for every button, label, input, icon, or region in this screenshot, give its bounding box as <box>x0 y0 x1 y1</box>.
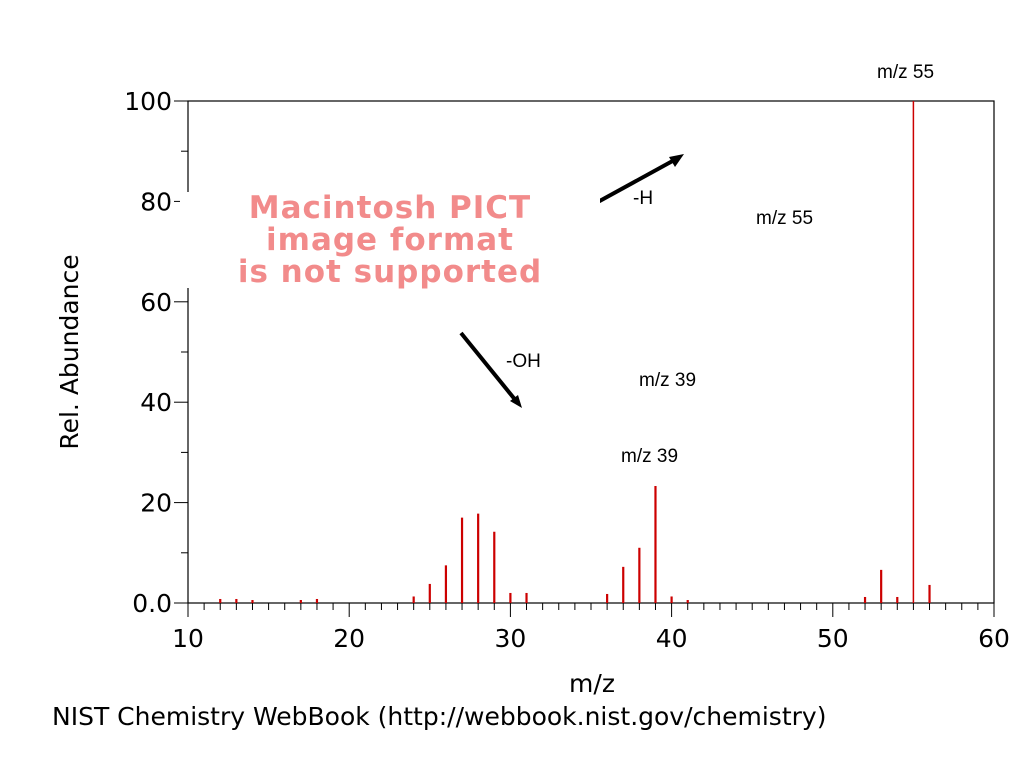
x-ticks-group: 10 20 30 40 50 60 <box>172 603 1010 653</box>
placeholder-line-2: image format <box>266 222 514 258</box>
y-tick-label: 20 <box>140 489 172 518</box>
y-axis-label: Rel. Abundance <box>55 254 84 449</box>
unsupported-image-placeholder: Macintosh PICT image format is not suppo… <box>180 192 600 288</box>
x-tick-label: 50 <box>817 624 849 653</box>
x-tick-label: 20 <box>333 624 365 653</box>
x-tick-label: 60 <box>978 624 1010 653</box>
arrow-head-minus-oh <box>510 395 522 408</box>
x-axis-label: m/z <box>569 669 615 698</box>
y-tick-label: 100 <box>124 87 172 116</box>
arrow-minus-h <box>595 156 679 205</box>
annotation-mz55-mid: m/z 55 <box>756 208 814 229</box>
footer-credit: NIST Chemistry WebBook (http://webbook.n… <box>52 702 827 731</box>
placeholder-line-1: Macintosh PICT <box>248 190 532 226</box>
arrow-head-minus-h <box>669 154 684 167</box>
annotation-minus-oh: -OH <box>506 351 541 372</box>
x-tick-label: 40 <box>656 624 688 653</box>
annotation-mz39-upper: m/z 39 <box>639 370 697 391</box>
y-tick-label: 40 <box>140 388 172 417</box>
annotation-mz55-top: m/z 55 <box>877 62 935 83</box>
x-tick-label: 10 <box>172 624 204 653</box>
x-tick-label: 30 <box>494 624 526 653</box>
arrow-minus-oh <box>459 331 519 404</box>
y-ticks-group: 0.0 20 40 60 80 100 <box>124 87 188 618</box>
annotation-mz39-lower: m/z 39 <box>621 446 679 467</box>
plot-frame <box>187 100 995 604</box>
y-tick-label: 0.0 <box>132 589 172 618</box>
placeholder-line-3: is not supported <box>237 254 543 290</box>
y-tick-label: 60 <box>140 288 172 317</box>
y-tick-label: 80 <box>140 187 172 216</box>
peaks-group <box>219 101 931 603</box>
annotation-minus-h: -H <box>633 188 654 209</box>
